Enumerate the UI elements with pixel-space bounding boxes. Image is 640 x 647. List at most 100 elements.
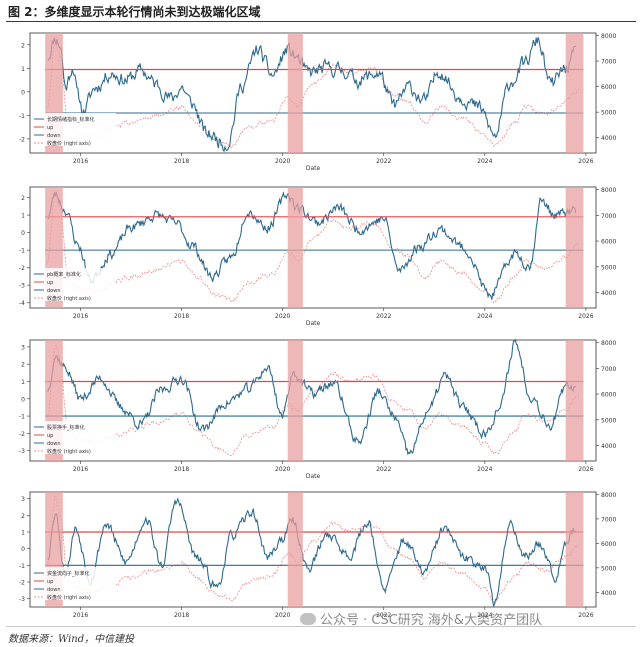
y2-tick-label: 4000 — [601, 290, 616, 297]
x-tick-label: 2024 — [477, 313, 492, 320]
y2-tick-label: 4000 — [601, 443, 616, 450]
y2-tick-label: 6000 — [601, 541, 616, 548]
chart-panel-1: 2 1 0 -1 -2 8000 7000 6000 5000 4000 2016 2018 2020 2… — [19, 32, 616, 172]
wechat-icon — [300, 613, 316, 625]
y-tick-label: 0 — [21, 230, 25, 237]
legend-label: up — [47, 125, 53, 131]
x-tick-label: 2022 — [376, 158, 391, 165]
x-tick-label: 2016 — [73, 158, 88, 165]
plot-frame — [29, 491, 597, 608]
y-tick-label: 1 — [21, 213, 25, 220]
price-line — [47, 38, 579, 149]
highlight-band — [565, 33, 584, 153]
legend-label: up — [47, 579, 53, 585]
y-tick-label: -3 — [19, 283, 25, 290]
figure-title: 图 2：多维度显示本轮行情尚未到达极端化区域 — [8, 5, 261, 19]
y2-tick-label: 5000 — [601, 417, 616, 424]
x-tick-label: 2026 — [578, 158, 593, 165]
y2-tick-label: 8000 — [601, 492, 616, 499]
legend-label: 股票换手_标准化 — [47, 424, 85, 431]
y2-tick-label: 7000 — [601, 516, 616, 523]
highlight-band — [287, 33, 303, 153]
y2-tick-label: 4000 — [601, 590, 616, 597]
factor-line — [47, 497, 577, 608]
legend-label: 资金流向子_标准化 — [47, 570, 90, 577]
y-tick-label: 1 — [21, 379, 25, 386]
x-tick-label: 2022 — [376, 466, 391, 473]
highlight-band — [287, 340, 303, 461]
legend-label: 收盘价 (right axis) — [47, 140, 91, 147]
y-tick-label: 1 — [21, 66, 25, 73]
highlight-band — [565, 187, 584, 308]
x-tick-label: 2026 — [578, 466, 593, 473]
legend-label: up — [47, 433, 53, 439]
y-tick-label: 0 — [21, 396, 25, 403]
y-tick-label: -1 — [19, 113, 25, 120]
watermark: 公众号 · CSC研究 海外&大类资产团队 — [300, 609, 542, 628]
x-tick-label: 2018 — [174, 313, 189, 320]
x-tick-label: 2018 — [174, 466, 189, 473]
y-tick-label: 0 — [21, 89, 25, 96]
y-tick-label: 3 — [21, 496, 25, 503]
legend-label: 收盘价 (right axis) — [47, 295, 91, 302]
y2-tick-label: 5000 — [601, 264, 616, 271]
title-rule — [6, 21, 636, 22]
y-tick-label: 2 — [21, 195, 25, 202]
x-tick-label: 2026 — [578, 313, 593, 320]
y2-tick-label: 7000 — [601, 213, 616, 220]
x-tick-label: 2018 — [174, 158, 189, 165]
x-tick-label: 2016 — [73, 313, 88, 320]
y-tick-label: -2 — [19, 580, 25, 587]
chart-panel-4: 3 2 1 0 -1 -2 -3 8000 7000 6000 5000 4000 2016 2018 20… — [19, 491, 616, 619]
y2-tick-label: 6000 — [601, 392, 616, 399]
legend-label: 收盘价 (right axis) — [47, 594, 91, 601]
x-tick-label: 2020 — [275, 313, 290, 320]
legend-label: 收盘价 (right axis) — [47, 448, 91, 455]
legend-label: 长期情绪指标_标准化 — [47, 116, 95, 123]
y2-tick-label: 6000 — [601, 84, 616, 91]
legend-box — [32, 268, 116, 301]
y-tick-label: 0 — [21, 546, 25, 553]
footer-rule — [6, 626, 636, 627]
y-tick-label: -2 — [19, 136, 25, 143]
y-tick-label: -1 — [19, 414, 25, 421]
y-tick-label: 2 — [21, 513, 25, 520]
legend-label: down — [47, 288, 61, 294]
x-tick-label: 2016 — [73, 612, 88, 619]
x-tick-label: 2024 — [477, 612, 492, 619]
legend-label: down — [47, 441, 61, 447]
factor-line — [47, 37, 576, 153]
x-tick-label: 2026 — [578, 612, 593, 619]
legend-label: pb概率_标准化 — [47, 271, 81, 278]
watermark-text: 公众号 · CSC研究 海外&大类资产团队 — [320, 613, 543, 628]
chart-panel-2: 2 1 0 -1 -2 -3 -4 8000 7000 6000 5000 4000 2016 2018 2… — [19, 186, 616, 327]
x-tick-label: 2020 — [275, 158, 290, 165]
y2-tick-label: 4000 — [601, 135, 616, 142]
x-axis-label: Date — [306, 320, 321, 327]
y-tick-label: -1 — [19, 248, 25, 255]
y-tick-label: -3 — [19, 596, 25, 603]
legend-box — [32, 113, 116, 146]
y-tick-label: -1 — [19, 563, 25, 570]
x-tick-label: 2022 — [376, 612, 391, 619]
factor-line — [47, 191, 577, 300]
x-axis-label: Date — [306, 165, 321, 172]
y-tick-label: 2 — [21, 362, 25, 369]
legend-label: down — [47, 587, 61, 593]
factor-line — [47, 338, 577, 456]
legend-box — [32, 421, 116, 454]
highlight-band — [287, 187, 303, 308]
y-tick-label: -4 — [19, 300, 25, 307]
x-tick-label: 2018 — [174, 612, 189, 619]
plot-frame — [29, 186, 597, 309]
x-tick-label: 2020 — [275, 612, 290, 619]
source-note: 数据来源：Wind，中信建投 — [8, 634, 135, 645]
y2-tick-label: 8000 — [601, 340, 616, 347]
legend-box — [32, 567, 116, 600]
y2-tick-label: 8000 — [601, 187, 616, 194]
y2-tick-label: 8000 — [601, 33, 616, 40]
x-tick-label: 2024 — [477, 158, 492, 165]
y-tick-label: 2 — [21, 42, 25, 49]
